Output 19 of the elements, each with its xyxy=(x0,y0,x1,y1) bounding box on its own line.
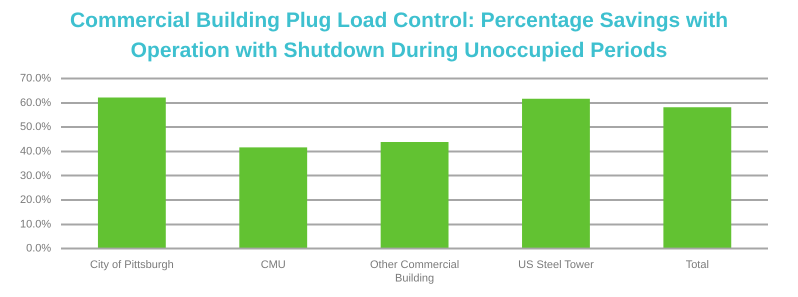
chart-title: Commercial Building Plug Load Control: Percentage Savings with Operation with Shutdown During Unoccupied Periods xyxy=(68,8,730,62)
x-tick-label: Total xyxy=(686,259,709,272)
x-tick-label: CMU xyxy=(260,259,286,272)
y-tick-label: 70.0% xyxy=(20,72,52,85)
y-tick-label: 30.0% xyxy=(20,170,52,182)
bar xyxy=(239,147,308,248)
bar xyxy=(380,142,449,248)
y-tick-label: 50.0% xyxy=(20,121,52,134)
y-tick-label: 10.0% xyxy=(20,218,52,230)
bar xyxy=(522,98,590,248)
bar xyxy=(663,107,732,248)
x-tick-label: City of Pittsburgh xyxy=(90,259,174,272)
bar xyxy=(98,98,166,248)
y-tick-label: 60.0% xyxy=(20,96,52,109)
y-tick-label: 20.0% xyxy=(20,194,52,206)
x-tick-label: US Steel Tower xyxy=(518,259,594,272)
x-tick-label: Other Commercial Building xyxy=(370,259,460,284)
y-tick-label: 0.0% xyxy=(26,242,52,255)
y-tick-label: 40.0% xyxy=(20,145,52,158)
